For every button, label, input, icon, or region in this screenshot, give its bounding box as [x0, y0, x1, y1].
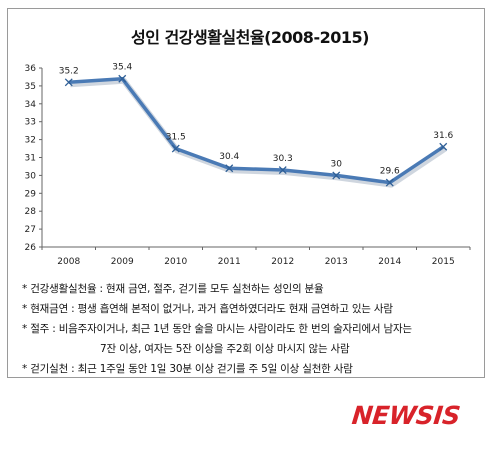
data-labels: 35.2 35.4 31.5 30.4 30.3 30 29.6 31.6 — [59, 63, 454, 177]
footnotes: * 건강생활실천율 : 현재 금연, 절주, 걷기를 모두 실천하는 성인의 분… — [22, 279, 482, 379]
note-walking: * 걷기실천 : 최근 1주일 동안 1일 30분 이상 걷기를 주 5일 이상… — [22, 363, 353, 375]
x-tick-label: 2014 — [378, 257, 401, 267]
y-tick-label: 32 — [25, 136, 36, 146]
chart-title: 성인 건강생활실천율(2008-2015) — [131, 28, 369, 47]
data-label: 30.4 — [219, 152, 239, 162]
y-tick-label: 33 — [25, 118, 36, 128]
x-tick-label: 2009 — [111, 257, 134, 267]
chart-frame — [7, 8, 485, 378]
data-label: 30 — [331, 159, 343, 169]
y-tick-label: 28 — [25, 207, 37, 217]
data-point — [439, 142, 448, 151]
x-tick-label: 2011 — [218, 257, 241, 267]
data-label: 29.6 — [380, 167, 400, 177]
y-tick-label: 27 — [25, 225, 36, 235]
note-moderate-drinking: * 절주 : 비음주자이거나, 최근 1년 동안 술을 마시는 사람이라도 한 … — [22, 323, 412, 335]
series-layer — [64, 74, 448, 188]
y-tick-label: 26 — [25, 243, 37, 253]
y-axis-ticks: 26 27 28 29 30 31 32 33 34 35 36 — [25, 64, 42, 253]
y-tick-label: 36 — [25, 64, 37, 74]
x-tick-label: 2012 — [271, 257, 294, 267]
chart-axes — [41, 68, 470, 248]
data-point — [385, 178, 394, 187]
data-point — [225, 164, 234, 173]
x-axis-ticks: 2008 2009 2010 2011 2012 2013 2014 2015 — [41, 247, 471, 267]
data-point — [171, 144, 180, 153]
note-health-practice: * 건강생활실천율 : 현재 금연, 절주, 걷기를 모두 실천하는 성인의 분… — [22, 283, 324, 295]
newsis-logo: NEWSIS — [350, 401, 462, 430]
data-label: 35.2 — [59, 66, 79, 76]
y-tick-label: 30 — [25, 171, 37, 181]
data-point — [332, 171, 341, 180]
y-tick-label: 29 — [25, 189, 37, 199]
data-point — [64, 78, 73, 87]
note-non-smoking: * 현재금연 : 평생 흡연해 본적이 없거나, 과거 흡연하였더라도 현재 금… — [22, 303, 393, 315]
data-label: 31.6 — [433, 131, 453, 141]
x-tick-label: 2015 — [432, 257, 455, 267]
note-moderate-drinking-cont: 7잔 이상, 여자는 5잔 이상을 주2회 이상 마시지 않는 사람 — [100, 343, 350, 355]
series-line — [68, 76, 445, 185]
data-label: 35.4 — [112, 63, 132, 73]
data-label: 30.3 — [273, 154, 293, 164]
data-point — [278, 166, 287, 174]
y-tick-label: 34 — [25, 100, 37, 110]
data-label: 31.5 — [166, 133, 186, 143]
x-tick-label: 2013 — [325, 257, 348, 267]
x-tick-label: 2008 — [57, 257, 80, 267]
y-tick-label: 31 — [25, 154, 36, 164]
x-tick-label: 2010 — [164, 257, 187, 267]
y-tick-label: 35 — [25, 82, 36, 92]
data-point — [118, 74, 127, 83]
